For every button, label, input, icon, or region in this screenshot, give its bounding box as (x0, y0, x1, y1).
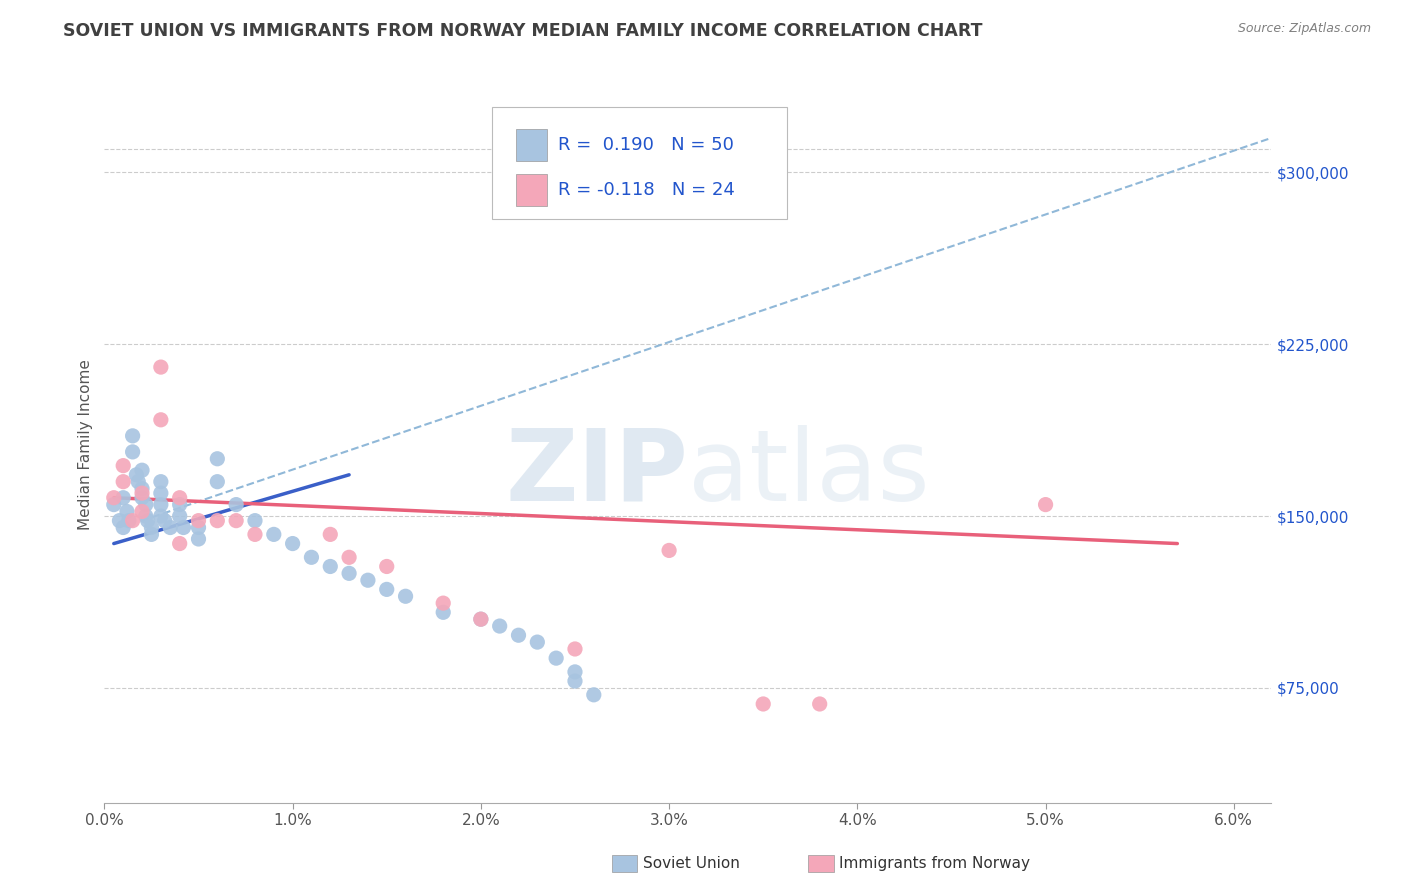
Point (172, 520, 194, 534)
Point (149, 360, 172, 375)
Point (564, 665, 586, 679)
Point (169, 509, 191, 524)
Point (526, 635, 548, 649)
Point (149, 509, 172, 524)
Text: R = -0.118   N = 24: R = -0.118 N = 24 (558, 181, 735, 199)
Point (153, 514, 176, 528)
Point (281, 536, 304, 550)
Point (121, 514, 143, 528)
Point (207, 514, 229, 528)
Point (207, 451, 229, 466)
Point (112, 520, 135, 534)
Point (808, 697, 831, 711)
Point (658, 543, 681, 558)
Point (125, 467, 148, 482)
Point (131, 504, 153, 518)
Point (263, 527, 285, 541)
Point (159, 520, 181, 534)
Point (187, 514, 209, 528)
Text: SOVIET UNION VS IMMIGRANTS FROM NORWAY MEDIAN FAMILY INCOME CORRELATION CHART: SOVIET UNION VS IMMIGRANTS FROM NORWAY M… (63, 22, 983, 40)
Point (103, 491, 125, 505)
Point (135, 498, 157, 512)
Point (375, 582, 398, 597)
Point (564, 642, 586, 657)
Point (112, 491, 135, 505)
Point (149, 498, 172, 512)
Point (319, 527, 342, 541)
Point (135, 509, 157, 524)
Text: Source: ZipAtlas.com: Source: ZipAtlas.com (1237, 22, 1371, 36)
Point (357, 573, 380, 587)
Point (131, 463, 153, 477)
Point (118, 514, 141, 528)
Point (149, 475, 172, 489)
Point (225, 514, 247, 528)
Point (131, 491, 153, 505)
Y-axis label: Median Family Income: Median Family Income (79, 359, 93, 530)
Point (337, 566, 360, 581)
Point (169, 491, 191, 505)
Point (108, 514, 131, 528)
Text: R =  0.190   N = 50: R = 0.190 N = 50 (558, 136, 734, 153)
Point (112, 458, 135, 473)
Point (131, 482, 153, 496)
Point (470, 612, 492, 626)
Point (121, 445, 143, 459)
Point (470, 612, 492, 626)
Text: Immigrants from Norway: Immigrants from Norway (839, 856, 1031, 871)
Point (375, 559, 398, 574)
Point (488, 619, 510, 633)
Point (187, 520, 209, 534)
Point (508, 628, 530, 642)
Point (112, 475, 135, 489)
Point (121, 429, 143, 443)
Point (337, 550, 360, 565)
Point (243, 527, 266, 541)
Point (127, 475, 149, 489)
Point (136, 514, 159, 528)
Point (1035, 498, 1057, 512)
Point (243, 514, 266, 528)
Point (169, 536, 191, 550)
Point (149, 413, 172, 427)
Point (149, 486, 172, 500)
Point (564, 674, 586, 689)
Point (131, 486, 153, 500)
Point (207, 475, 229, 489)
Point (141, 527, 163, 541)
Text: ZIP: ZIP (505, 425, 688, 522)
Point (319, 559, 342, 574)
Point (752, 697, 775, 711)
Point (225, 498, 247, 512)
Point (141, 520, 163, 534)
Text: atlas: atlas (688, 425, 929, 522)
Text: Soviet Union: Soviet Union (643, 856, 740, 871)
Point (169, 498, 191, 512)
Point (432, 596, 454, 610)
Point (582, 688, 605, 702)
Point (301, 550, 323, 565)
Point (103, 498, 125, 512)
Point (187, 532, 209, 546)
Point (394, 589, 416, 603)
Point (546, 651, 568, 665)
Point (432, 605, 454, 619)
Point (115, 504, 138, 518)
